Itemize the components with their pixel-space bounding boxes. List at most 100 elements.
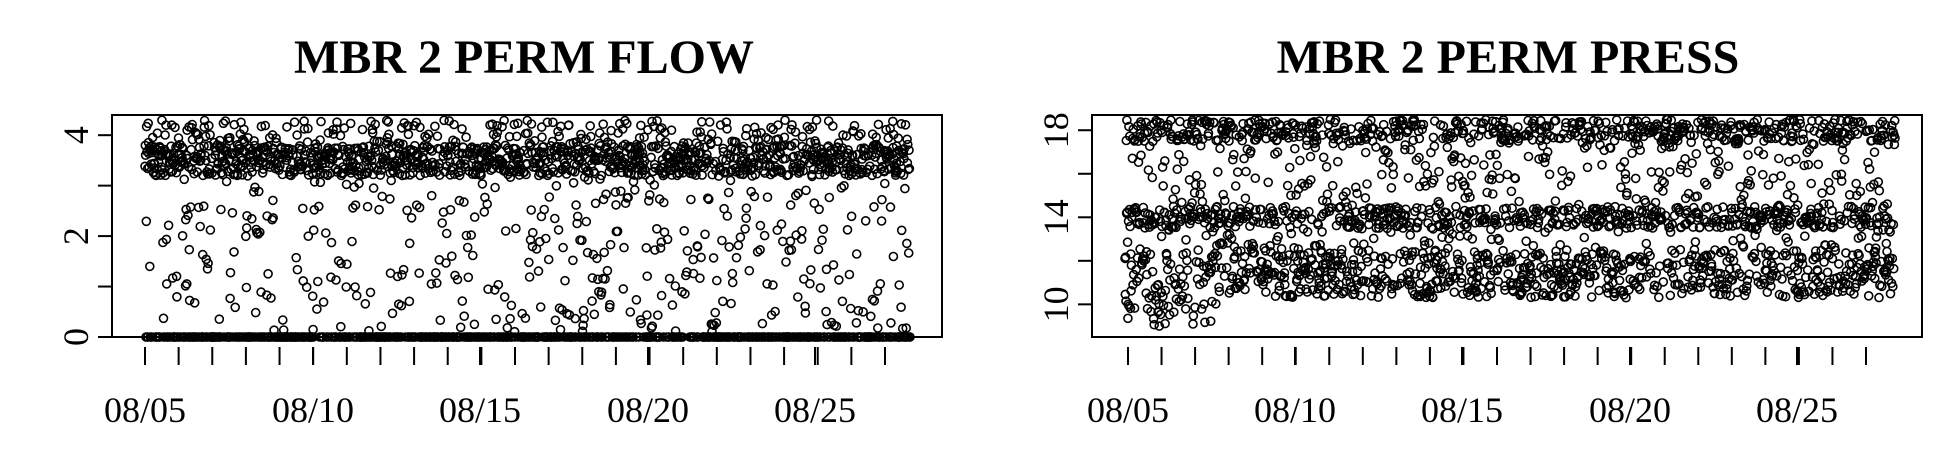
data-point bbox=[1230, 181, 1241, 191]
data-point bbox=[1742, 275, 1753, 286]
data-point bbox=[1614, 275, 1625, 286]
data-point bbox=[283, 145, 293, 155]
data-point bbox=[1740, 290, 1750, 301]
data-point bbox=[1448, 132, 1459, 143]
data-point bbox=[1351, 182, 1361, 193]
data-point bbox=[1633, 139, 1644, 150]
data-point bbox=[578, 305, 589, 316]
data-point bbox=[1601, 117, 1611, 128]
data-point bbox=[1272, 147, 1283, 157]
data-point bbox=[768, 280, 778, 290]
data-point bbox=[403, 129, 414, 140]
x-tick-label: 08/20 bbox=[607, 390, 689, 430]
data-point bbox=[662, 234, 673, 245]
data-point bbox=[1883, 139, 1894, 150]
data-point bbox=[666, 125, 677, 135]
data-point bbox=[1131, 264, 1141, 275]
data-point bbox=[1889, 139, 1900, 150]
data-point bbox=[615, 186, 626, 196]
data-point bbox=[1834, 259, 1844, 269]
data-point bbox=[640, 170, 651, 180]
data-point bbox=[1340, 126, 1350, 137]
data-point bbox=[1407, 247, 1418, 257]
data-point bbox=[1177, 291, 1188, 302]
data-point bbox=[1412, 222, 1422, 233]
data-point bbox=[1561, 245, 1572, 255]
data-point bbox=[1781, 250, 1792, 261]
data-point bbox=[710, 307, 721, 318]
data-point bbox=[1622, 188, 1632, 198]
data-point bbox=[821, 306, 831, 317]
data-point bbox=[1178, 271, 1188, 282]
data-point bbox=[1337, 263, 1347, 274]
data-point bbox=[1446, 217, 1457, 228]
data-point bbox=[1540, 157, 1550, 168]
data-point bbox=[303, 123, 313, 134]
data-point bbox=[1660, 128, 1670, 138]
data-point bbox=[466, 230, 477, 240]
data-point bbox=[1640, 197, 1651, 208]
data-point bbox=[1631, 216, 1642, 226]
data-point bbox=[1297, 178, 1307, 189]
data-point bbox=[1667, 219, 1677, 230]
data-point bbox=[679, 226, 690, 236]
data-point bbox=[1714, 274, 1725, 284]
data-point bbox=[849, 159, 860, 169]
data-point bbox=[1215, 143, 1225, 154]
data-point bbox=[762, 192, 773, 202]
data-point bbox=[1442, 142, 1453, 153]
data-point bbox=[1849, 214, 1859, 224]
data-point bbox=[711, 318, 722, 328]
data-point bbox=[1228, 154, 1238, 165]
data-point bbox=[704, 117, 715, 127]
data-point bbox=[795, 163, 806, 173]
data-point bbox=[1851, 278, 1862, 289]
data-point bbox=[166, 141, 176, 151]
data-point bbox=[333, 149, 343, 159]
data-point bbox=[489, 143, 500, 154]
data-point bbox=[1455, 231, 1465, 241]
data-point bbox=[1400, 140, 1410, 150]
data-point bbox=[749, 191, 760, 202]
x-tick-label: 08/15 bbox=[1421, 390, 1503, 430]
data-point bbox=[1253, 217, 1264, 227]
data-point bbox=[1345, 216, 1356, 227]
data-point bbox=[1607, 124, 1618, 135]
data-point bbox=[873, 119, 884, 130]
data-point bbox=[583, 175, 594, 185]
data-point bbox=[1816, 271, 1826, 282]
data-point bbox=[1326, 203, 1337, 213]
data-point bbox=[1291, 190, 1301, 200]
data-point bbox=[1475, 204, 1486, 215]
data-point bbox=[867, 170, 877, 181]
data-point bbox=[1836, 169, 1847, 180]
data-point bbox=[521, 169, 531, 180]
data-point bbox=[1166, 115, 1176, 125]
data-point bbox=[295, 159, 306, 169]
data-point bbox=[180, 280, 191, 291]
data-point bbox=[750, 169, 761, 180]
data-point bbox=[1424, 238, 1434, 248]
data-point bbox=[1274, 285, 1284, 296]
data-point bbox=[1446, 182, 1457, 192]
data-point bbox=[740, 224, 750, 234]
data-point bbox=[487, 119, 498, 129]
data-point bbox=[357, 124, 368, 135]
data-point bbox=[1680, 193, 1691, 204]
y-tick-label: 0 bbox=[56, 328, 96, 346]
data-point bbox=[404, 238, 415, 249]
data-point bbox=[1397, 115, 1408, 126]
data-point bbox=[741, 203, 752, 213]
data-point bbox=[336, 258, 346, 269]
data-point bbox=[1873, 177, 1884, 187]
data-point bbox=[1843, 201, 1854, 212]
data-point bbox=[898, 170, 909, 180]
data-point bbox=[1706, 261, 1717, 272]
data-point bbox=[1880, 120, 1891, 130]
x-tick-label: 08/10 bbox=[272, 390, 354, 430]
data-point bbox=[1546, 291, 1556, 302]
data-point bbox=[818, 224, 829, 234]
data-point bbox=[328, 125, 338, 135]
data-point bbox=[1821, 216, 1832, 227]
data-point bbox=[1125, 303, 1136, 314]
